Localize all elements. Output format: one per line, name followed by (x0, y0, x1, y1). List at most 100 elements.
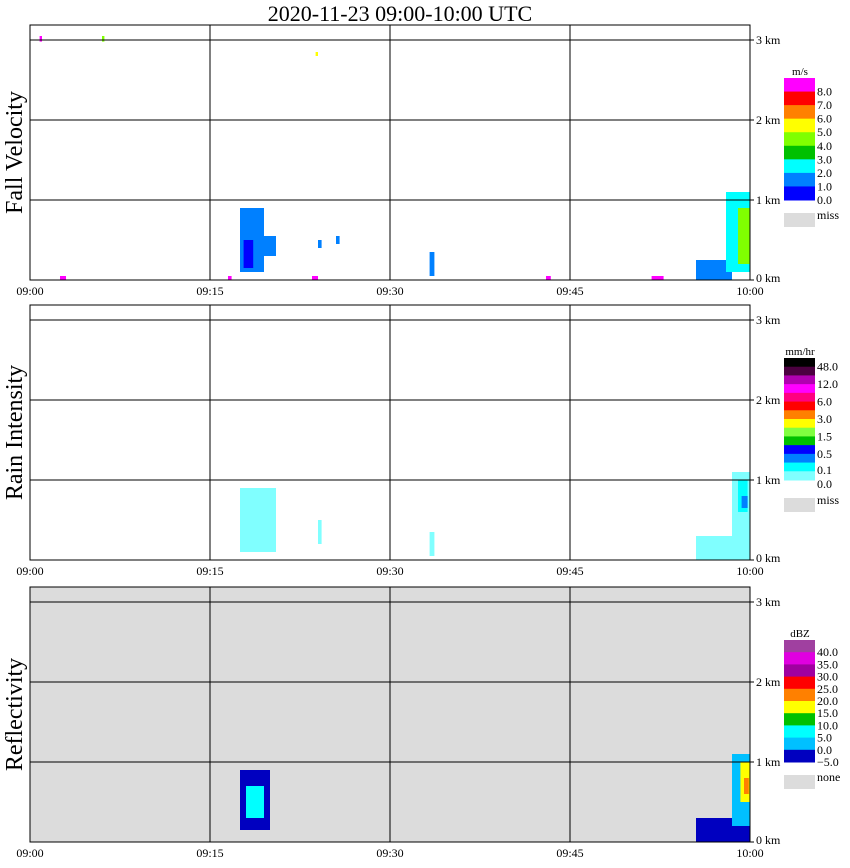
panel-rain-intensity: 09:00 09:15 09:30 09:45 10:000 km 1 km 2 km 3 k… (2, 304, 839, 578)
legend-label: 48.0 (817, 360, 838, 374)
legend-label: 35.0 (817, 657, 838, 671)
legend-label: −5.0 (817, 755, 839, 769)
legend-label: 7.0 (817, 98, 832, 112)
legend-label: 10.0 (817, 718, 838, 732)
echo-cell (312, 276, 318, 280)
x-tick-label: 10:00 (736, 564, 763, 578)
legend-label: 2.0 (817, 166, 832, 180)
y-axis-label: Rain Intensity (2, 365, 28, 500)
echo-cell (744, 778, 749, 794)
legend-swatch (784, 725, 815, 739)
legend-label: 3.0 (817, 152, 832, 166)
legend-swatch (784, 652, 815, 665)
echo-cell (240, 488, 276, 552)
y-tick-label: 1 km (756, 473, 781, 487)
echo-cell (252, 236, 276, 256)
echo-cell (741, 496, 748, 508)
legend-swatch (784, 453, 815, 464)
plot-frame (29, 586, 751, 843)
plot-frame (29, 304, 751, 561)
echo-cell (696, 260, 732, 280)
legend-swatch (784, 132, 815, 147)
x-tick-label: 09:15 (196, 564, 223, 578)
y-tick-label: 0 km (756, 551, 781, 565)
legend-swatch (784, 445, 815, 455)
legend-swatch (784, 701, 815, 714)
legend-miss-swatch (784, 775, 815, 789)
legend-swatch (784, 713, 815, 726)
legend-swatch (784, 118, 815, 133)
x-tick-label: 09:45 (556, 846, 583, 860)
legend-label: 0.0 (817, 193, 832, 207)
legend-label: 5.0 (817, 125, 832, 139)
legend-miss-label: miss (817, 208, 839, 222)
echo-cell (336, 236, 340, 244)
echo-cell (246, 786, 264, 818)
legend-label: 8.0 (817, 85, 832, 99)
legend-swatch (784, 419, 815, 429)
legend-label: 3.0 (817, 412, 832, 426)
panel-reflectivity: 09:00 09:15 09:30 09:45 10:000 km 1 km 2 km 3 k… (2, 586, 840, 860)
x-tick-label: 09:15 (196, 284, 223, 298)
legend-swatch (784, 664, 815, 678)
y-tick-label: 2 km (756, 675, 781, 689)
legend-label: 20.0 (817, 694, 838, 708)
echo-cell (318, 240, 322, 248)
legend-miss-swatch (784, 213, 815, 227)
legend-label: 5.0 (817, 731, 832, 745)
legend-swatch (784, 384, 815, 394)
legend-swatch (784, 105, 815, 120)
echo-cell (315, 52, 318, 56)
legend-swatch (784, 375, 815, 385)
x-tick-label: 09:15 (196, 846, 223, 860)
x-tick-label: 09:30 (376, 564, 403, 578)
x-tick-label: 10:00 (736, 846, 763, 860)
legend-miss-label: miss (817, 493, 839, 507)
legend-swatch (784, 392, 815, 403)
legend-swatch (784, 410, 815, 420)
legend-swatch (784, 688, 815, 702)
echo-cell (228, 276, 232, 280)
legend-swatch (784, 91, 815, 106)
echo-cell (60, 276, 66, 280)
legend-swatch (784, 186, 815, 201)
legend-swatch (784, 366, 815, 376)
legend-label: 1.0 (817, 179, 832, 193)
y-tick-label: 1 km (756, 755, 781, 769)
echo-cell (243, 240, 254, 268)
echo-cell (318, 520, 322, 544)
legend-swatch (784, 172, 815, 187)
x-tick-label: 09:30 (376, 284, 403, 298)
legend-swatch (784, 462, 815, 472)
y-axis-label: Fall Velocity (2, 91, 28, 214)
x-tick-label: 09:30 (376, 846, 403, 860)
y-tick-label: 1 km (756, 193, 781, 207)
legend-label: 0.5 (817, 447, 832, 461)
x-tick-label: 10:00 (736, 284, 763, 298)
legend-label: 4.0 (817, 139, 832, 153)
legend-miss-swatch (784, 498, 815, 512)
legend-swatch (784, 159, 815, 174)
x-tick-label: 09:45 (556, 564, 583, 578)
plot-frame (29, 24, 751, 281)
legend-miss-label: none (817, 770, 840, 784)
legend-swatch (784, 78, 815, 93)
legend-swatch (784, 401, 815, 411)
x-tick-label: 09:45 (556, 284, 583, 298)
legend-label: 6.0 (817, 112, 832, 126)
y-tick-label: 3 km (756, 595, 781, 609)
legend-swatch (784, 737, 815, 751)
legend-swatch (784, 640, 815, 653)
y-tick-label: 0 km (756, 271, 781, 285)
echo-cell (429, 532, 435, 556)
legend-label: 15.0 (817, 706, 838, 720)
legend-label: 1.5 (817, 429, 832, 443)
legend-swatch (784, 436, 815, 446)
x-tick-label: 09:00 (16, 284, 43, 298)
x-tick-label: 09:00 (16, 564, 43, 578)
legend-swatch (784, 749, 815, 763)
legend-label: 30.0 (817, 670, 838, 684)
